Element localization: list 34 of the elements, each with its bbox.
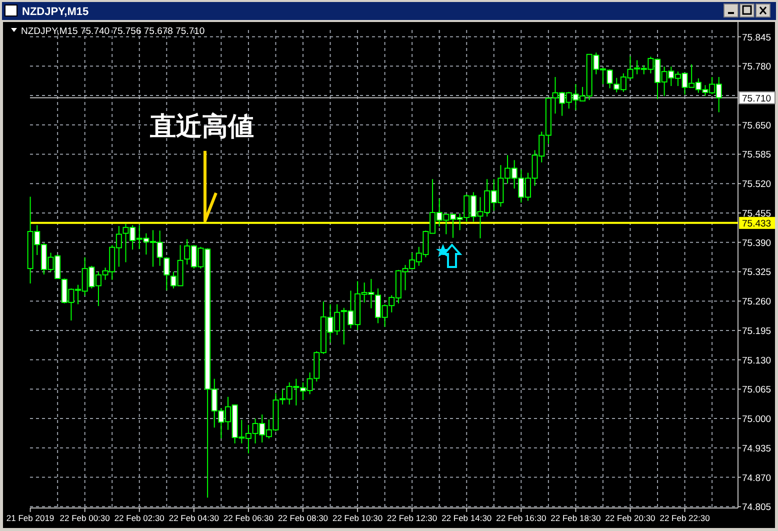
chart-subtitle: NZDJPY,M15 75.740 75.756 75.678 75.710 [21,26,205,37]
y-tick-label: 74.805 [742,502,772,514]
y-tick-label: 75.650 [742,120,772,132]
y-tick-label: 75.260 [742,296,772,308]
ref-line-label: 75.710 [742,93,772,104]
y-tick-label: 75.130 [742,355,772,366]
x-tick-label: 21 Feb 2019 [6,513,54,523]
y-tick-label: 74.935 [742,443,772,454]
ref-line-label: 75.433 [742,218,772,230]
y-tick-label: 75.520 [742,179,772,190]
x-tick-label: 22 Feb 16:30 [496,513,546,523]
x-tick-label: 22 Feb 02:30 [114,513,165,523]
x-tick-label: 22 Feb 12:30 [387,513,438,523]
y-tick-label: 75.585 [742,150,772,161]
y-tick-label: 75.845 [742,32,772,44]
y-tick-label: 75.000 [742,414,772,426]
x-tick-label: 22 Feb 20:30 [605,513,656,523]
x-tick-label: 22 Feb 18:30 [550,513,602,523]
y-tick-label: 75.780 [742,62,772,73]
y-tick-label: 75.455 [742,208,772,220]
annotation: 直近高値 [149,110,254,141]
y-tick-label: 75.325 [742,267,772,278]
y-tick-label: 75.065 [742,384,772,396]
x-tick-label: 22 Feb 08:30 [278,513,328,523]
y-tick-label: 75.390 [742,238,772,249]
x-tick-label: 22 Feb 00:30 [60,513,110,523]
x-tick-label: 22 Feb 06:30 [223,513,274,523]
x-tick-label: 22 Feb 14:30 [442,513,492,523]
title: NZDJPY,M15 [22,6,89,18]
x-tick-label: 22 Feb 10:30 [332,513,383,523]
x-tick-label: 22 Feb 04:30 [168,513,220,523]
y-tick-label: 74.870 [742,472,772,484]
x-tick-label: 22 Feb 22:30 [660,513,710,523]
y-tick-label: 75.195 [742,326,772,337]
